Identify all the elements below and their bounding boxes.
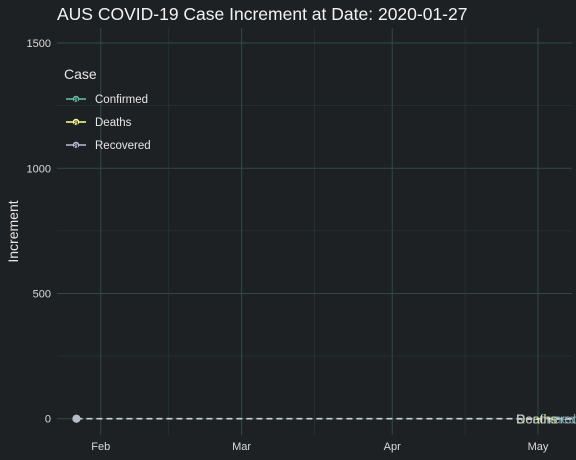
legend-key-glyph: a — [73, 141, 78, 151]
legend-item-deaths: a Deaths — [66, 117, 132, 129]
y-tick-label: 1500 — [27, 38, 51, 50]
data-point-recovered — [72, 414, 81, 423]
legend-item-recovered: a Recovered — [66, 140, 151, 152]
legend-key-glyph: a — [73, 95, 78, 105]
legend-title: Case — [64, 66, 97, 82]
legend-key-point — [72, 95, 80, 103]
legend-label: Deaths — [95, 117, 132, 129]
x-tick-label: Mar — [232, 441, 251, 453]
x-tick-label: Apr — [384, 441, 401, 453]
legend-key-point — [72, 118, 80, 126]
x-tick-label: May — [528, 441, 549, 453]
x-tick-label: Feb — [91, 441, 110, 453]
legend-key-glyph: a — [73, 118, 78, 128]
end-label-confirmed: Confirmed — [516, 412, 576, 427]
y-axis-title: Increment — [5, 200, 21, 262]
y-tick-label: 1000 — [27, 163, 51, 175]
y-tick-label: 500 — [33, 288, 51, 300]
end-label-recovered: Recovered — [516, 412, 576, 427]
legend-item-confirmed: a Confirmed — [66, 94, 148, 106]
legend-key-point — [72, 141, 80, 149]
chart-title: AUS COVID-19 Case Increment at Date: 202… — [57, 4, 468, 24]
end-label-deaths: Deaths — [516, 412, 558, 427]
y-tick-label: 0 — [45, 414, 51, 426]
legend-label: Confirmed — [95, 94, 148, 106]
legend-label: Recovered — [95, 140, 151, 152]
